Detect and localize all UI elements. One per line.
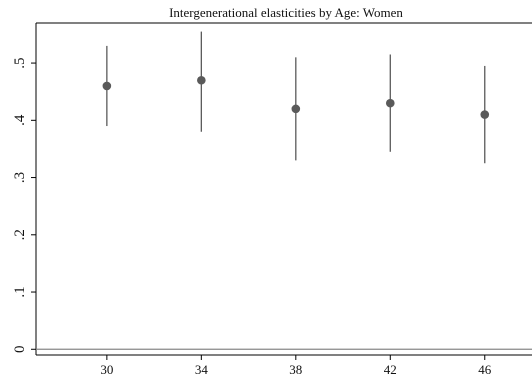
x-tick-label: 42 <box>384 362 397 377</box>
x-tick-label: 46 <box>478 362 492 377</box>
chart-title: Intergenerational elasticities by Age: W… <box>169 5 403 20</box>
data-point-34 <box>197 75 206 85</box>
y-tick-label: .1 <box>12 286 28 297</box>
y-tick-label: .4 <box>12 114 28 126</box>
y-tick-label: .3 <box>12 172 28 183</box>
data-point-46 <box>480 110 490 119</box>
y-tick-label: 0 <box>12 346 28 354</box>
data-point-42 <box>385 98 395 108</box>
y-tick-label: .5 <box>12 57 28 68</box>
data-point-38 <box>291 104 301 114</box>
data-point-30 <box>102 81 112 91</box>
x-tick-label: 34 <box>195 362 209 377</box>
y-tick-label: .2 <box>12 229 28 240</box>
x-tick-label: 30 <box>100 362 113 377</box>
chart-marks: 0 .1 .2 .3 .4 .5 30 34 38 42 46 <box>12 31 532 377</box>
x-tick-label: 38 <box>289 362 302 377</box>
